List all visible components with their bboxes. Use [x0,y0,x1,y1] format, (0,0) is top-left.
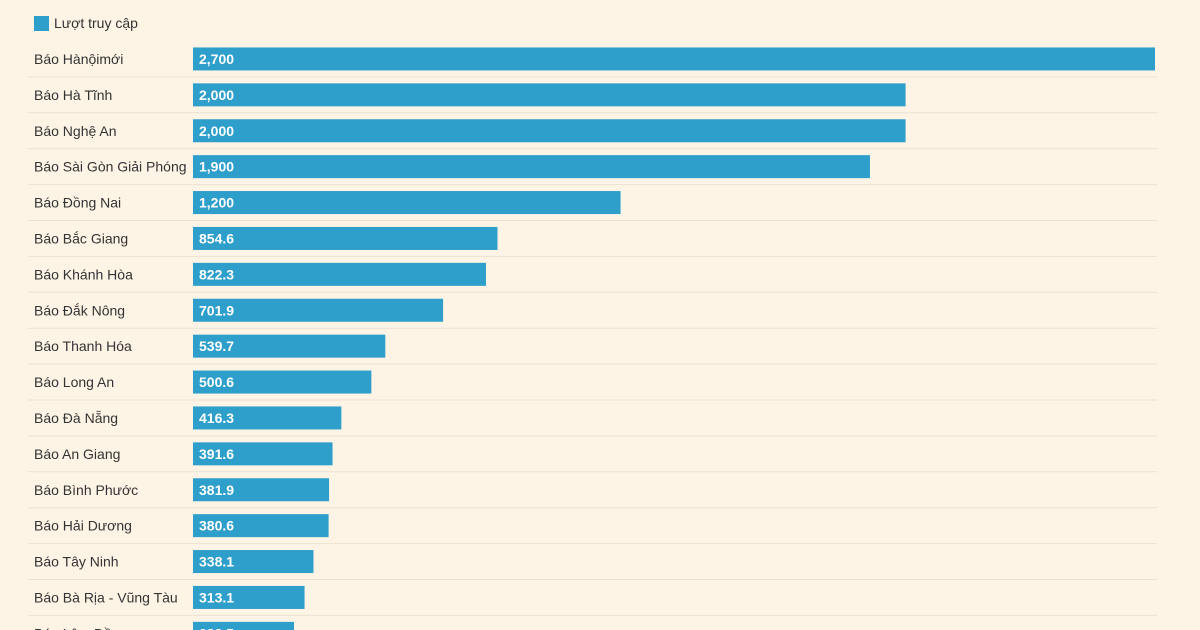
value-label: 2,000 [199,87,234,103]
value-label: 313.1 [199,589,234,605]
bar [193,83,906,107]
category-label: Báo Bình Phước [34,482,138,498]
category-label: Báo Tây Ninh [34,554,119,570]
category-label: Báo Hà Tĩnh [34,87,112,103]
bar [193,47,1155,71]
bar [193,298,444,322]
value-label: 2,000 [199,123,234,139]
legend-label: Lượt truy cập [54,15,138,31]
legend: Lượt truy cập [34,14,138,32]
bar [193,334,386,358]
category-label: Báo Sài Gòn Giải Phóng [34,159,187,175]
category-label: Báo An Giang [34,446,120,462]
category-label: Báo Khánh Hòa [34,266,133,282]
bar [193,406,342,430]
value-label: 1,900 [199,159,234,175]
value-label: 391.6 [199,446,234,462]
bar [193,119,906,143]
bar [193,191,621,215]
category-label: Báo Hải Dương [34,518,132,534]
category-label: Báo Long An [34,374,114,390]
bar [193,262,486,286]
value-label: 500.6 [199,374,234,390]
value-label: 381.9 [199,482,234,498]
legend-swatch [34,15,49,31]
value-label: 701.9 [199,302,234,318]
category-label: Báo Hànộimới [34,51,123,67]
category-label: Báo Thanh Hóa [34,338,132,354]
value-label: 416.3 [199,410,234,426]
value-label: 822.3 [199,266,234,282]
category-label: Báo Lâm Đồng [34,625,127,630]
category-label: Báo Đồng Nai [34,195,121,211]
bar [193,478,330,502]
bar [193,370,372,394]
value-label: 380.6 [199,518,234,534]
category-label: Báo Bắc Giang [34,230,128,246]
category-label: Báo Bà Rịa - Vũng Tàu [34,589,178,605]
value-label: 2,700 [199,51,234,67]
bar [193,514,329,538]
value-label: 338.1 [199,554,234,570]
bar [193,585,305,609]
value-label: 854.6 [199,230,234,246]
bar [193,621,295,630]
bar [193,155,870,179]
value-label: 539.7 [199,338,234,354]
category-label: Báo Nghệ An [34,123,117,139]
category-label: Báo Đắk Nông [34,302,125,318]
bar [193,442,333,466]
value-label: 283.5 [199,625,234,630]
bar [193,226,498,250]
category-label: Báo Đà Nẵng [34,410,118,426]
bar [193,550,314,574]
value-label: 1,200 [199,195,234,211]
